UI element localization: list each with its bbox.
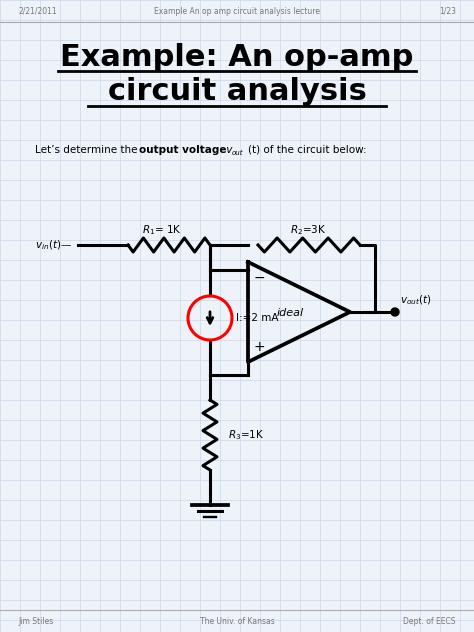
Text: Let’s determine the: Let’s determine the [35, 145, 141, 155]
Text: $v_{in}(t)$—: $v_{in}(t)$— [35, 238, 72, 252]
Text: Dept. of EECS: Dept. of EECS [403, 616, 456, 626]
Text: $R_1$= 1K: $R_1$= 1K [142, 223, 182, 237]
Text: $R_2$=3K: $R_2$=3K [290, 223, 326, 237]
Text: out: out [232, 150, 244, 156]
Text: circuit analysis: circuit analysis [108, 78, 366, 107]
Text: +: + [254, 340, 265, 354]
Text: $R_3$=1K: $R_3$=1K [228, 428, 264, 442]
Text: ideal: ideal [276, 308, 303, 318]
Text: $v_{out}(t)$: $v_{out}(t)$ [400, 293, 431, 307]
Text: The Univ. of Kansas: The Univ. of Kansas [200, 616, 274, 626]
Text: Example: An op-amp: Example: An op-amp [60, 42, 414, 71]
Text: Jim Stiles: Jim Stiles [18, 616, 53, 626]
Text: (t) of the circuit below:: (t) of the circuit below: [248, 145, 366, 155]
Circle shape [391, 308, 399, 316]
Text: −: − [254, 271, 265, 285]
Text: 1/23: 1/23 [439, 6, 456, 16]
Text: v: v [223, 145, 232, 155]
Text: Example An op amp circuit analysis lecture: Example An op amp circuit analysis lectu… [154, 6, 320, 16]
Text: I:=2 mA: I:=2 mA [236, 313, 279, 323]
Text: output voltage: output voltage [139, 145, 227, 155]
Text: 2/21/2011: 2/21/2011 [18, 6, 56, 16]
